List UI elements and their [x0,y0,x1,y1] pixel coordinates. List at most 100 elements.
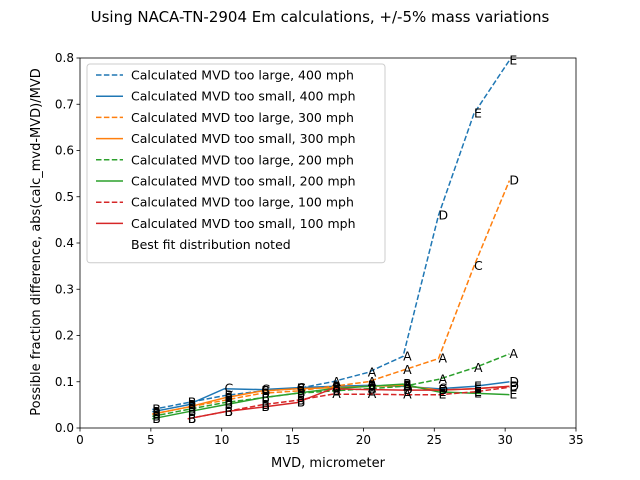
series-line-1 [152,59,511,411]
point-label: B [225,392,234,407]
point-label: E [474,381,482,396]
point-label: B [332,378,341,393]
point-label: E [474,378,482,393]
point-label: B [188,399,197,414]
point-label: C [439,381,448,396]
point-label: B [152,406,161,421]
x-tick-label: 25 [427,433,442,447]
legend-entry: Calculated MVD too small, 200 mph [131,174,356,189]
point-label: B [152,411,161,426]
point-label: B [188,395,197,410]
point-label: A [368,365,377,380]
point-label: B [152,404,161,419]
point-label: E [439,382,447,397]
point-label: C [261,382,270,397]
point-label: C [261,383,270,398]
point-label: B [297,395,306,410]
point-label: B [332,383,341,398]
point-label: A [332,374,341,389]
series-line-8 [187,385,510,420]
point-label: B [225,404,234,419]
point-label: B [188,411,197,426]
point-label: B [297,392,306,407]
legend-entry: Calculated MVD too large, 300 mph [131,110,354,125]
point-label: B [188,399,197,414]
point-label: E [474,106,482,121]
point-label: B [297,385,306,400]
legend-note: Best fit distribution noted [131,237,291,252]
legend: Calculated MVD too large, 400 mph Calcula… [86,63,386,264]
x-tick-label: 5 [147,433,155,447]
point-label: B [368,377,377,392]
point-label: B [297,381,306,396]
legend-entry: Calculated MVD too large, 400 mph [131,68,354,83]
point-label: B [297,383,306,398]
x-tick-label: 15 [285,433,300,447]
point-label: C [225,381,234,396]
point-label: B [225,395,234,410]
point-label: A [403,348,412,363]
point-label: C [297,380,306,395]
y-axis-label: Possible fraction difference, abs(calc_m… [29,68,44,416]
point-label: B [188,411,197,426]
y-axis: 0.0 0.1 0.2 0.3 0.4 0.5 0.6 0.7 0.8 [55,51,80,435]
point-label: B [261,399,270,414]
point-label: A [509,346,518,361]
point-label: E [474,384,482,399]
point-label: B [261,390,270,405]
point-label: A [403,387,412,402]
point-label: B [152,408,161,423]
series-line-3 [152,180,511,415]
point-label: B [403,378,412,393]
point-label: B [225,388,234,403]
legend-entry: Calculated MVD too large, 100 mph [131,195,354,210]
chart-title: Using NACA-TN-2904 Em calculations, +/-5… [91,8,550,26]
point-label: B [225,404,234,419]
point-label: E [509,379,517,394]
point-label: E [474,381,482,396]
point-label: B [152,406,161,421]
x-tick-label: 30 [498,433,513,447]
y-tick-label: 0.4 [55,236,74,250]
point-label: E [439,387,447,402]
point-label: D [509,173,519,188]
point-label: B [403,377,412,392]
point-label: B [368,378,377,393]
point-label: E [439,384,447,399]
point-label: B [332,380,341,395]
point-label: A [474,360,483,375]
point-label: A [332,386,341,401]
point-label: A [439,371,448,386]
x-tick-label: 35 [568,433,583,447]
point-label: D [509,378,519,393]
point-label: A [403,378,412,393]
x-axis: 0 5 10 15 20 25 30 35 [76,428,584,447]
point-label: E [509,378,517,393]
point-label: B [261,397,270,412]
series-line-2 [152,381,510,413]
legend-entry: Calculated MVD too large, 200 mph [131,152,354,167]
y-tick-label: 0.3 [55,282,74,296]
series-line-7 [187,386,510,420]
point-label: B [225,390,234,405]
point-label: B [332,381,341,396]
point-label: B [403,376,412,391]
point-label: B [261,383,270,398]
point-label: B [297,385,306,400]
y-tick-label: 0.6 [55,144,74,158]
point-label: C [474,258,483,273]
point-label: D [403,382,413,397]
point-label: B [188,402,197,417]
x-tick-label: 10 [214,433,229,447]
x-tick-label: 20 [356,433,371,447]
point-label: E [474,385,482,400]
y-tick-label: 0.5 [55,190,74,204]
point-label: D [509,374,519,389]
y-tick-label: 0.0 [55,421,74,435]
point-label: D [439,207,449,222]
point-label: B [368,382,377,397]
point-label: B [261,390,270,405]
point-label: B [261,385,270,400]
